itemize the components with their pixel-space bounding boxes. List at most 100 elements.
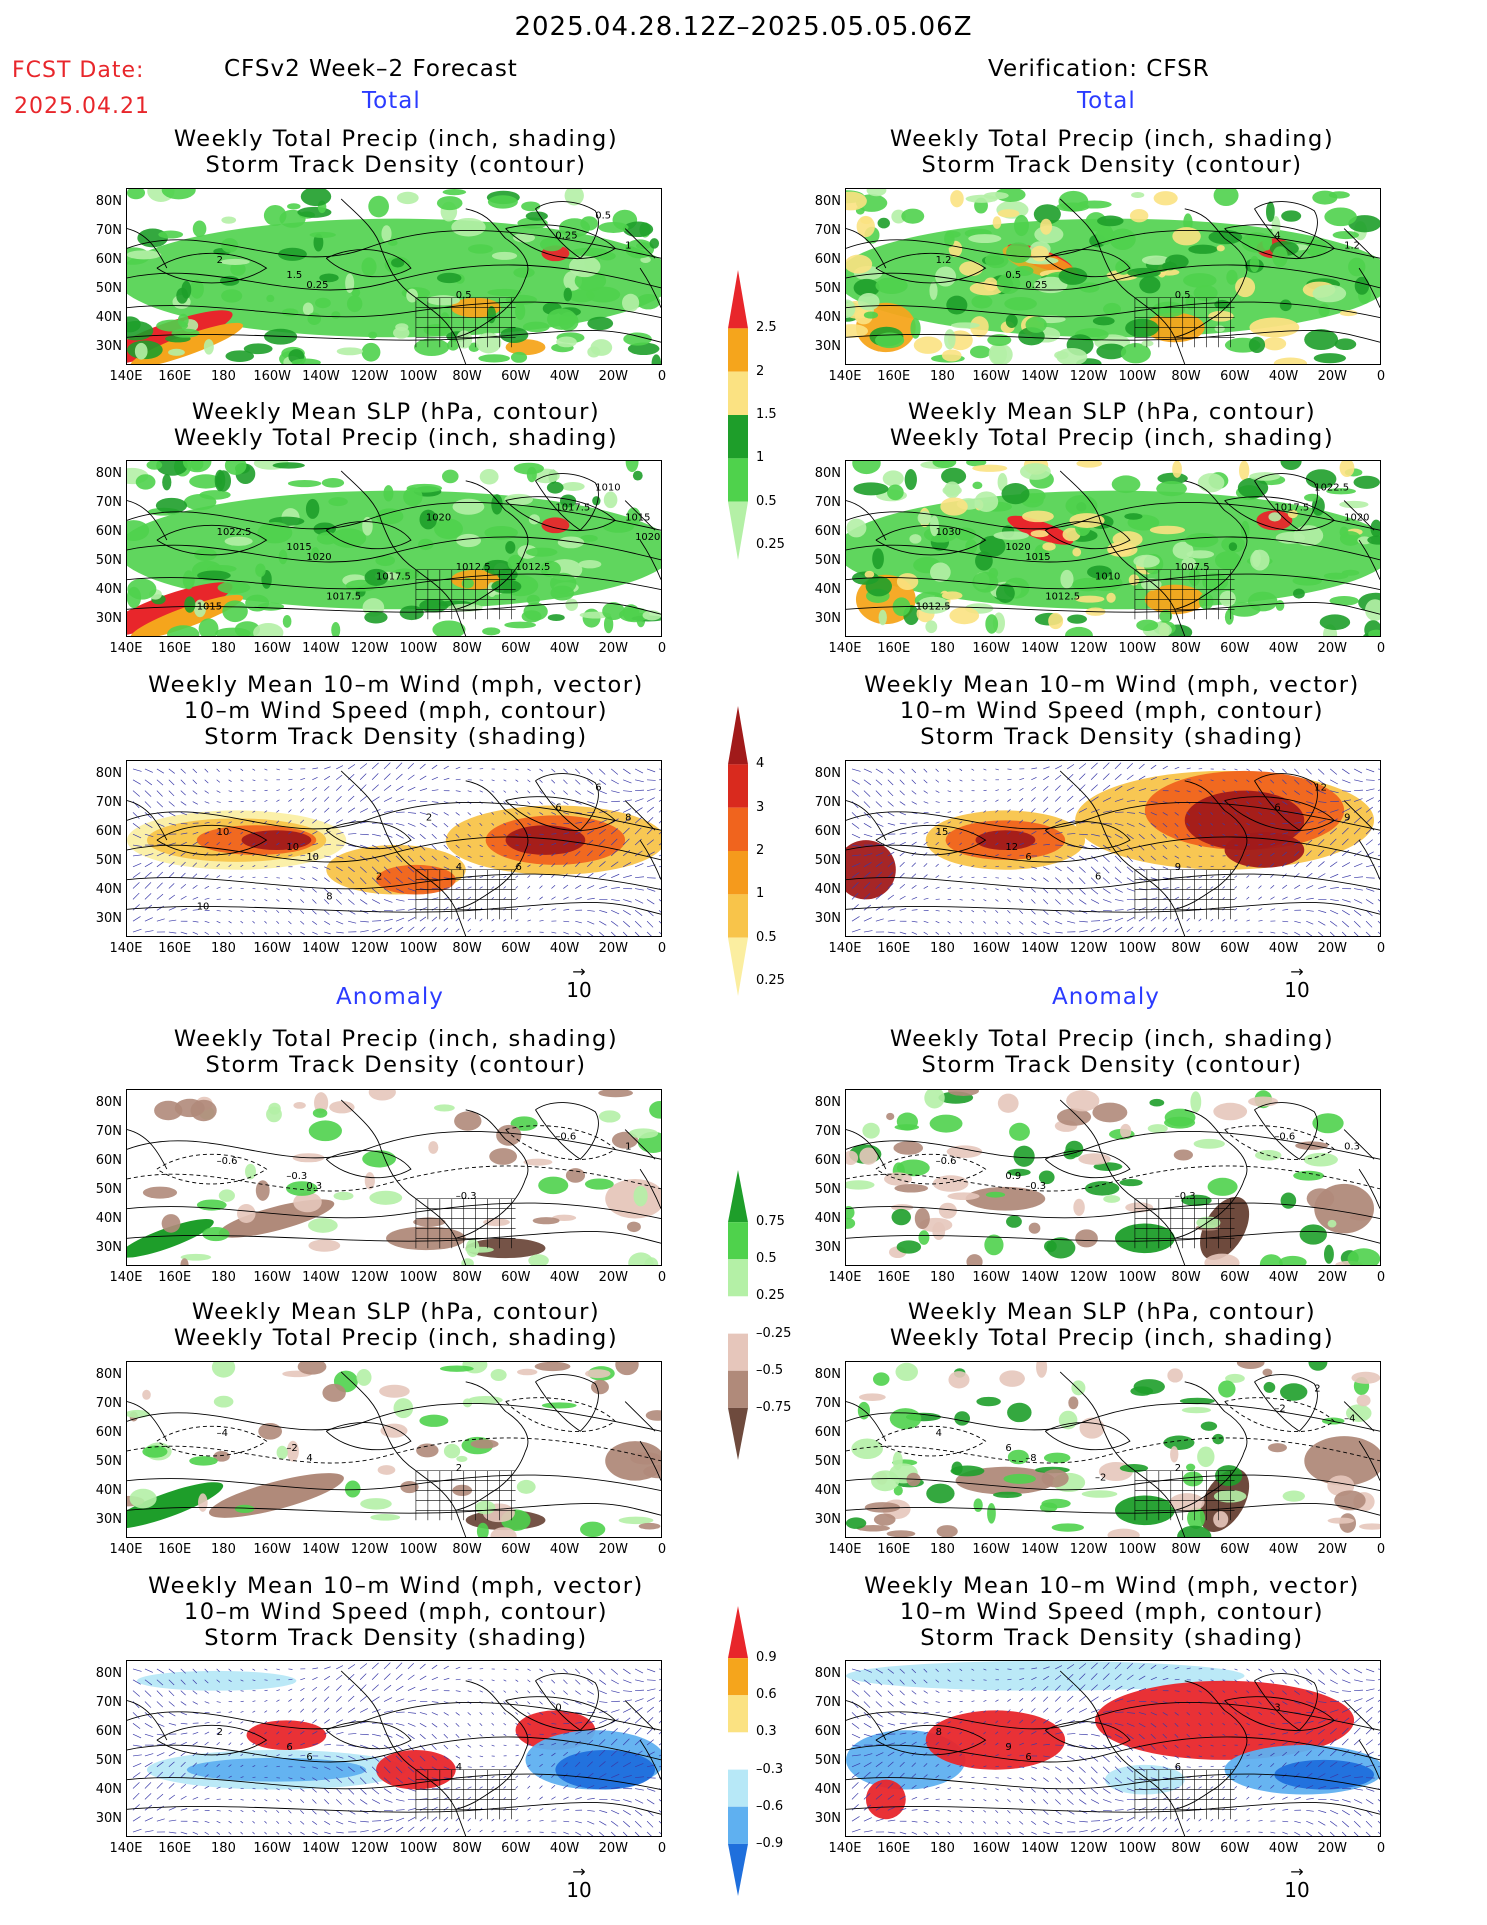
wind-vector xyxy=(443,917,449,922)
shading-cell xyxy=(451,217,486,237)
wind-vector xyxy=(1330,909,1339,915)
shading-cell xyxy=(1181,1194,1212,1206)
wind-vector xyxy=(1329,861,1338,868)
wind-vector xyxy=(622,862,632,868)
wind-vector xyxy=(1282,1732,1289,1735)
wind-vector xyxy=(563,1784,569,1789)
wind-vector xyxy=(180,1751,187,1757)
coastline xyxy=(846,198,1380,364)
wind-vector xyxy=(1126,812,1136,814)
wind-vector xyxy=(1282,801,1288,805)
wind-vector xyxy=(180,1679,186,1685)
wind-vector xyxy=(875,882,882,889)
wind-vector xyxy=(419,1688,428,1691)
wind-vector xyxy=(192,1679,198,1685)
wind-vector xyxy=(515,1808,519,1811)
wind-vector xyxy=(431,927,437,933)
wind-vector xyxy=(959,790,963,792)
contour-label: 6 xyxy=(1025,1752,1031,1763)
wind-vector xyxy=(1186,767,1191,770)
wind-vector xyxy=(371,866,379,874)
wind-vector xyxy=(503,1765,507,1768)
wind-vector xyxy=(947,1690,952,1693)
wind-vector xyxy=(563,920,570,923)
wind-vector xyxy=(455,1766,461,1769)
wind-vector xyxy=(228,1831,232,1835)
wind-vector xyxy=(911,790,917,795)
wind-vector xyxy=(575,920,582,924)
wind-vector xyxy=(527,1733,532,1736)
wind-vector xyxy=(1031,899,1036,904)
wind-vector xyxy=(156,882,163,889)
wind-vector xyxy=(527,1754,531,1757)
wind-vector xyxy=(431,1777,439,1780)
wind-vector xyxy=(527,1819,531,1822)
shading-cell xyxy=(217,581,251,594)
wind-vector xyxy=(1043,1719,1049,1724)
wind-vector xyxy=(407,1777,415,1783)
shading-cell xyxy=(1092,1102,1128,1123)
contour-line xyxy=(127,264,661,291)
wind-vector xyxy=(288,899,292,903)
wind-vector xyxy=(312,1686,318,1691)
wind-vector xyxy=(1055,1820,1063,1825)
wind-vector xyxy=(995,920,999,924)
shading-cell xyxy=(929,515,939,537)
wind-vector xyxy=(347,1684,355,1691)
contour-label: 1030 xyxy=(936,527,961,538)
wind-vector xyxy=(1150,1827,1156,1833)
wind-vector xyxy=(959,864,963,868)
wind-vector xyxy=(168,1722,177,1726)
wind-vector xyxy=(132,928,142,933)
wind-vector xyxy=(995,899,999,902)
shading-cell xyxy=(177,313,189,328)
wind-vector xyxy=(395,1755,403,1763)
lon-tick-label: 160E xyxy=(877,941,911,956)
wind-vector xyxy=(1222,930,1226,933)
wind-vector xyxy=(192,1701,198,1705)
wind-vector xyxy=(911,873,917,878)
wind-vector xyxy=(911,862,917,868)
wind-vector xyxy=(1198,855,1203,858)
contour-label: 6 xyxy=(1005,1443,1011,1454)
contour-label: 10 xyxy=(197,901,210,912)
shading-cell xyxy=(487,195,518,209)
shading-cell xyxy=(360,1498,392,1510)
wind-vector xyxy=(1138,1826,1145,1833)
wind-vector xyxy=(1210,930,1214,933)
wind-vector xyxy=(240,1809,244,1813)
wind-vector xyxy=(132,1792,140,1800)
wind-vector xyxy=(180,779,186,785)
wind-vector xyxy=(658,799,661,802)
wind-vector xyxy=(359,1799,368,1805)
wind-vector xyxy=(1270,822,1276,825)
wind-vector xyxy=(863,1830,873,1833)
wind-vector xyxy=(983,1668,987,1671)
wind-vector xyxy=(1019,1820,1024,1825)
shading-cell xyxy=(266,294,275,303)
shading-cell xyxy=(1268,512,1282,522)
wind-vector xyxy=(1054,888,1061,895)
wind-vector xyxy=(1222,919,1226,922)
shading-cell xyxy=(465,1246,494,1253)
shading-cell xyxy=(245,1163,257,1180)
shading-cell xyxy=(211,1362,236,1378)
wind-vector xyxy=(1318,1719,1326,1724)
wind-vector xyxy=(634,768,644,774)
shading-cell xyxy=(1324,1244,1334,1264)
wind-vector xyxy=(515,1754,519,1757)
wind-vector xyxy=(192,873,198,878)
wind-vector xyxy=(443,877,450,879)
wind-vector xyxy=(288,931,292,935)
wind-vector xyxy=(887,1772,894,1778)
wind-vector xyxy=(467,1766,472,1768)
wind-vector xyxy=(515,1775,519,1778)
wind-vector xyxy=(995,1720,999,1724)
shading-cell xyxy=(1324,207,1357,227)
shading-cell xyxy=(489,1148,517,1165)
wind-vector xyxy=(156,1805,165,1811)
wind-vector xyxy=(132,1733,142,1739)
wind-vector xyxy=(1102,877,1110,884)
shading-cell xyxy=(467,244,493,254)
shading-cell xyxy=(180,1253,212,1261)
